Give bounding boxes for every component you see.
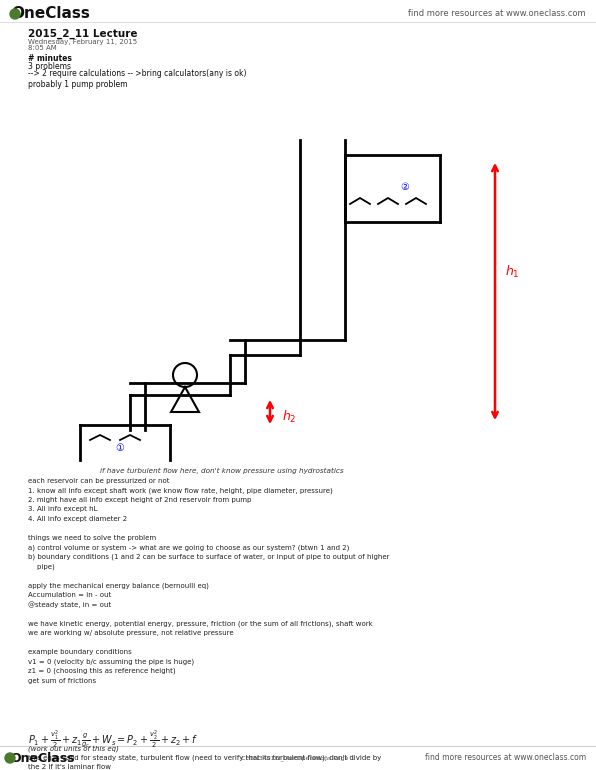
Text: we are working w/ absolute pressure, not relative pressure: we are working w/ absolute pressure, not… bbox=[28, 630, 234, 636]
Text: @steady state, in = out: @steady state, in = out bbox=[28, 601, 111, 608]
Text: we have kinetic energy, potential energy, pressure, friction (or the sum of all : we have kinetic energy, potential energy… bbox=[28, 621, 372, 627]
Text: probably 1 pump problem: probably 1 pump problem bbox=[28, 80, 128, 89]
Text: 3. All info except hL: 3. All info except hL bbox=[28, 507, 98, 513]
Text: (work out units of this eq): (work out units of this eq) bbox=[28, 745, 119, 752]
Text: find more resources at www.oneclass.com: find more resources at www.oneclass.com bbox=[425, 754, 586, 762]
Text: 1. know all info except shaft work (we know flow rate, height, pipe diameter, pr: 1. know all info except shaft work (we k… bbox=[28, 487, 333, 494]
Text: $h_2$: $h_2$ bbox=[282, 409, 297, 425]
Text: 2015_2_11 Lecture: 2015_2_11 Lecture bbox=[28, 29, 138, 39]
Text: z1 = 0 (choosing this as reference height): z1 = 0 (choosing this as reference heigh… bbox=[28, 668, 176, 675]
Circle shape bbox=[10, 9, 20, 19]
Text: a) control volume or system -> what are we going to choose as our system? (btwn : a) control volume or system -> what are … bbox=[28, 544, 349, 551]
Text: the 2 if it's laminar flow: the 2 if it's laminar flow bbox=[28, 764, 111, 770]
Text: each reservoir can be pressurized or not: each reservoir can be pressurized or not bbox=[28, 478, 169, 484]
Text: OneClass: OneClass bbox=[11, 6, 90, 22]
Text: --> 2 require calculations -- >bring calculators(any is ok): --> 2 require calculations -- >bring cal… bbox=[28, 69, 247, 78]
Text: things we need to solve the problem: things we need to solve the problem bbox=[28, 535, 156, 541]
Text: 2. might have all info except height of 2nd reservoir from pump: 2. might have all info except height of … bbox=[28, 497, 252, 503]
Text: OneClass: OneClass bbox=[10, 752, 74, 765]
Text: find more resources at www.oneclass.com: find more resources at www.oneclass.com bbox=[408, 9, 586, 18]
Text: get sum of frictions: get sum of frictions bbox=[28, 678, 96, 684]
Text: $P_1 + \frac{v_1^2}{2} + z_1\frac{g}{g_c} + W_s = P_2 + \frac{v_2^2}{2} + z_2 + : $P_1 + \frac{v_1^2}{2} + z_1\frac{g}{g_c… bbox=[28, 728, 198, 750]
Text: v1 = 0 (velocity b/c assuming the pipe is huge): v1 = 0 (velocity b/c assuming the pipe i… bbox=[28, 658, 194, 665]
Text: Accumulation = in - out: Accumulation = in - out bbox=[28, 592, 111, 598]
Text: apply the mechanical energy balance (bernoulli eq): apply the mechanical energy balance (ber… bbox=[28, 582, 209, 589]
Text: ①: ① bbox=[116, 443, 125, 453]
Text: $h_1$: $h_1$ bbox=[505, 263, 520, 280]
Text: Wednesday, February 11, 2015: Wednesday, February 11, 2015 bbox=[28, 39, 137, 45]
Text: # minutes: # minutes bbox=[28, 54, 72, 63]
Text: pipe): pipe) bbox=[28, 564, 55, 570]
Text: 4. All info except diameter 2: 4. All info except diameter 2 bbox=[28, 516, 127, 522]
Text: ②: ② bbox=[401, 182, 409, 192]
Text: this eq is valid for steady state, turbulent flow (need to verify that its turbu: this eq is valid for steady state, turbu… bbox=[28, 755, 381, 761]
Text: 3 problems: 3 problems bbox=[28, 62, 71, 71]
Text: 8:05 AM: 8:05 AM bbox=[28, 45, 57, 51]
Text: b) boundary conditions (1 and 2 can be surface to surface of water, or input of : b) boundary conditions (1 and 2 can be s… bbox=[28, 554, 390, 561]
Text: if have turbulent flow here, don't know pressure using hydrostatics: if have turbulent flow here, don't know … bbox=[100, 468, 344, 474]
Text: CHEN3401W_UnitOperations Page 1: CHEN3401W_UnitOperations Page 1 bbox=[241, 755, 355, 761]
Text: example boundary conditions: example boundary conditions bbox=[28, 649, 132, 655]
Circle shape bbox=[5, 753, 15, 763]
